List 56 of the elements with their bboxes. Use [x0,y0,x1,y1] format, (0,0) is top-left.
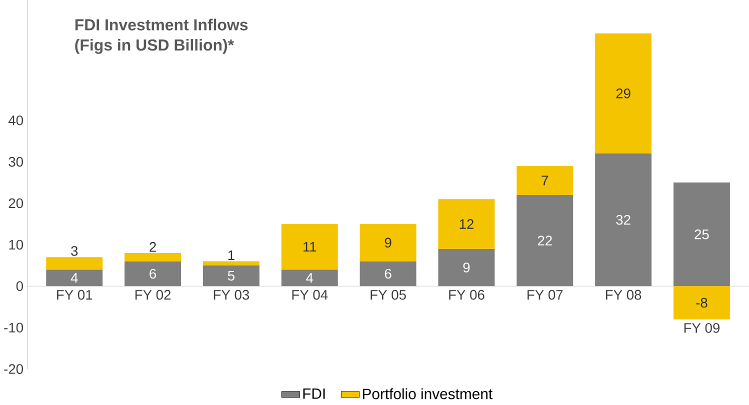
x-tick-label: FY 02 [135,290,171,300]
bar [202,265,260,286]
y-tick-label: 0 [16,281,24,292]
x-tick-label: FY 03 [214,290,250,300]
bar [281,224,338,270]
y-tick-label: 20 [8,198,24,208]
data-label: 6 [384,268,392,279]
bar [124,261,182,286]
legend-label: Portfolio investment [362,388,492,400]
bar [674,182,730,286]
x-tick-label: FY 01 [57,290,92,300]
data-label: 11 [304,242,316,252]
bar [360,261,416,286]
data-label: 25 [694,229,709,240]
data-label: 29 [616,88,630,98]
data-label: 2 [150,242,156,252]
data-label: 7 [542,176,548,186]
y-tick-label: 30 [8,156,24,167]
data-label: 3 [71,246,78,256]
data-label: -8 [696,298,708,308]
x-tick-label: FY 05 [370,290,406,300]
y-tick-label: 10 [9,240,24,250]
bar [674,286,730,320]
text: FDI Investment Inflows [75,18,248,30]
data-label: 12 [460,219,474,229]
bar [202,261,260,266]
legend-label: FDI [303,388,325,399]
x-tick-label: FY 04 [292,290,328,300]
data-label: 32 [616,214,630,225]
bar [516,195,574,286]
data-label: 4 [70,273,78,283]
x-tick-label: FY 07 [528,290,563,300]
bar [438,248,495,286]
data-label: 6 [150,268,156,279]
bar [595,154,652,286]
y-tick-label: -10 [4,322,24,333]
x-tick-label: FY 09 [684,323,720,333]
bar [516,166,574,196]
data-label: 9 [384,238,392,248]
bar [438,199,495,249]
bar [281,270,338,286]
bar [360,224,416,262]
bar [124,253,182,262]
x-tick-label: FY 06 [449,290,484,300]
bar [595,33,652,154]
text: (Figs in USD Billion)* [75,38,234,54]
bar [46,270,103,286]
data-label: 4 [306,273,314,283]
data-label: 9 [463,262,470,272]
y-tick-label: 40 [8,116,24,126]
data-label: 5 [228,271,234,281]
data-label: 22 [538,236,552,246]
y-tick-label: -20 [4,364,24,374]
data-label: 1 [228,250,234,260]
x-tick-label: FY 08 [606,290,642,300]
bar [46,257,103,270]
